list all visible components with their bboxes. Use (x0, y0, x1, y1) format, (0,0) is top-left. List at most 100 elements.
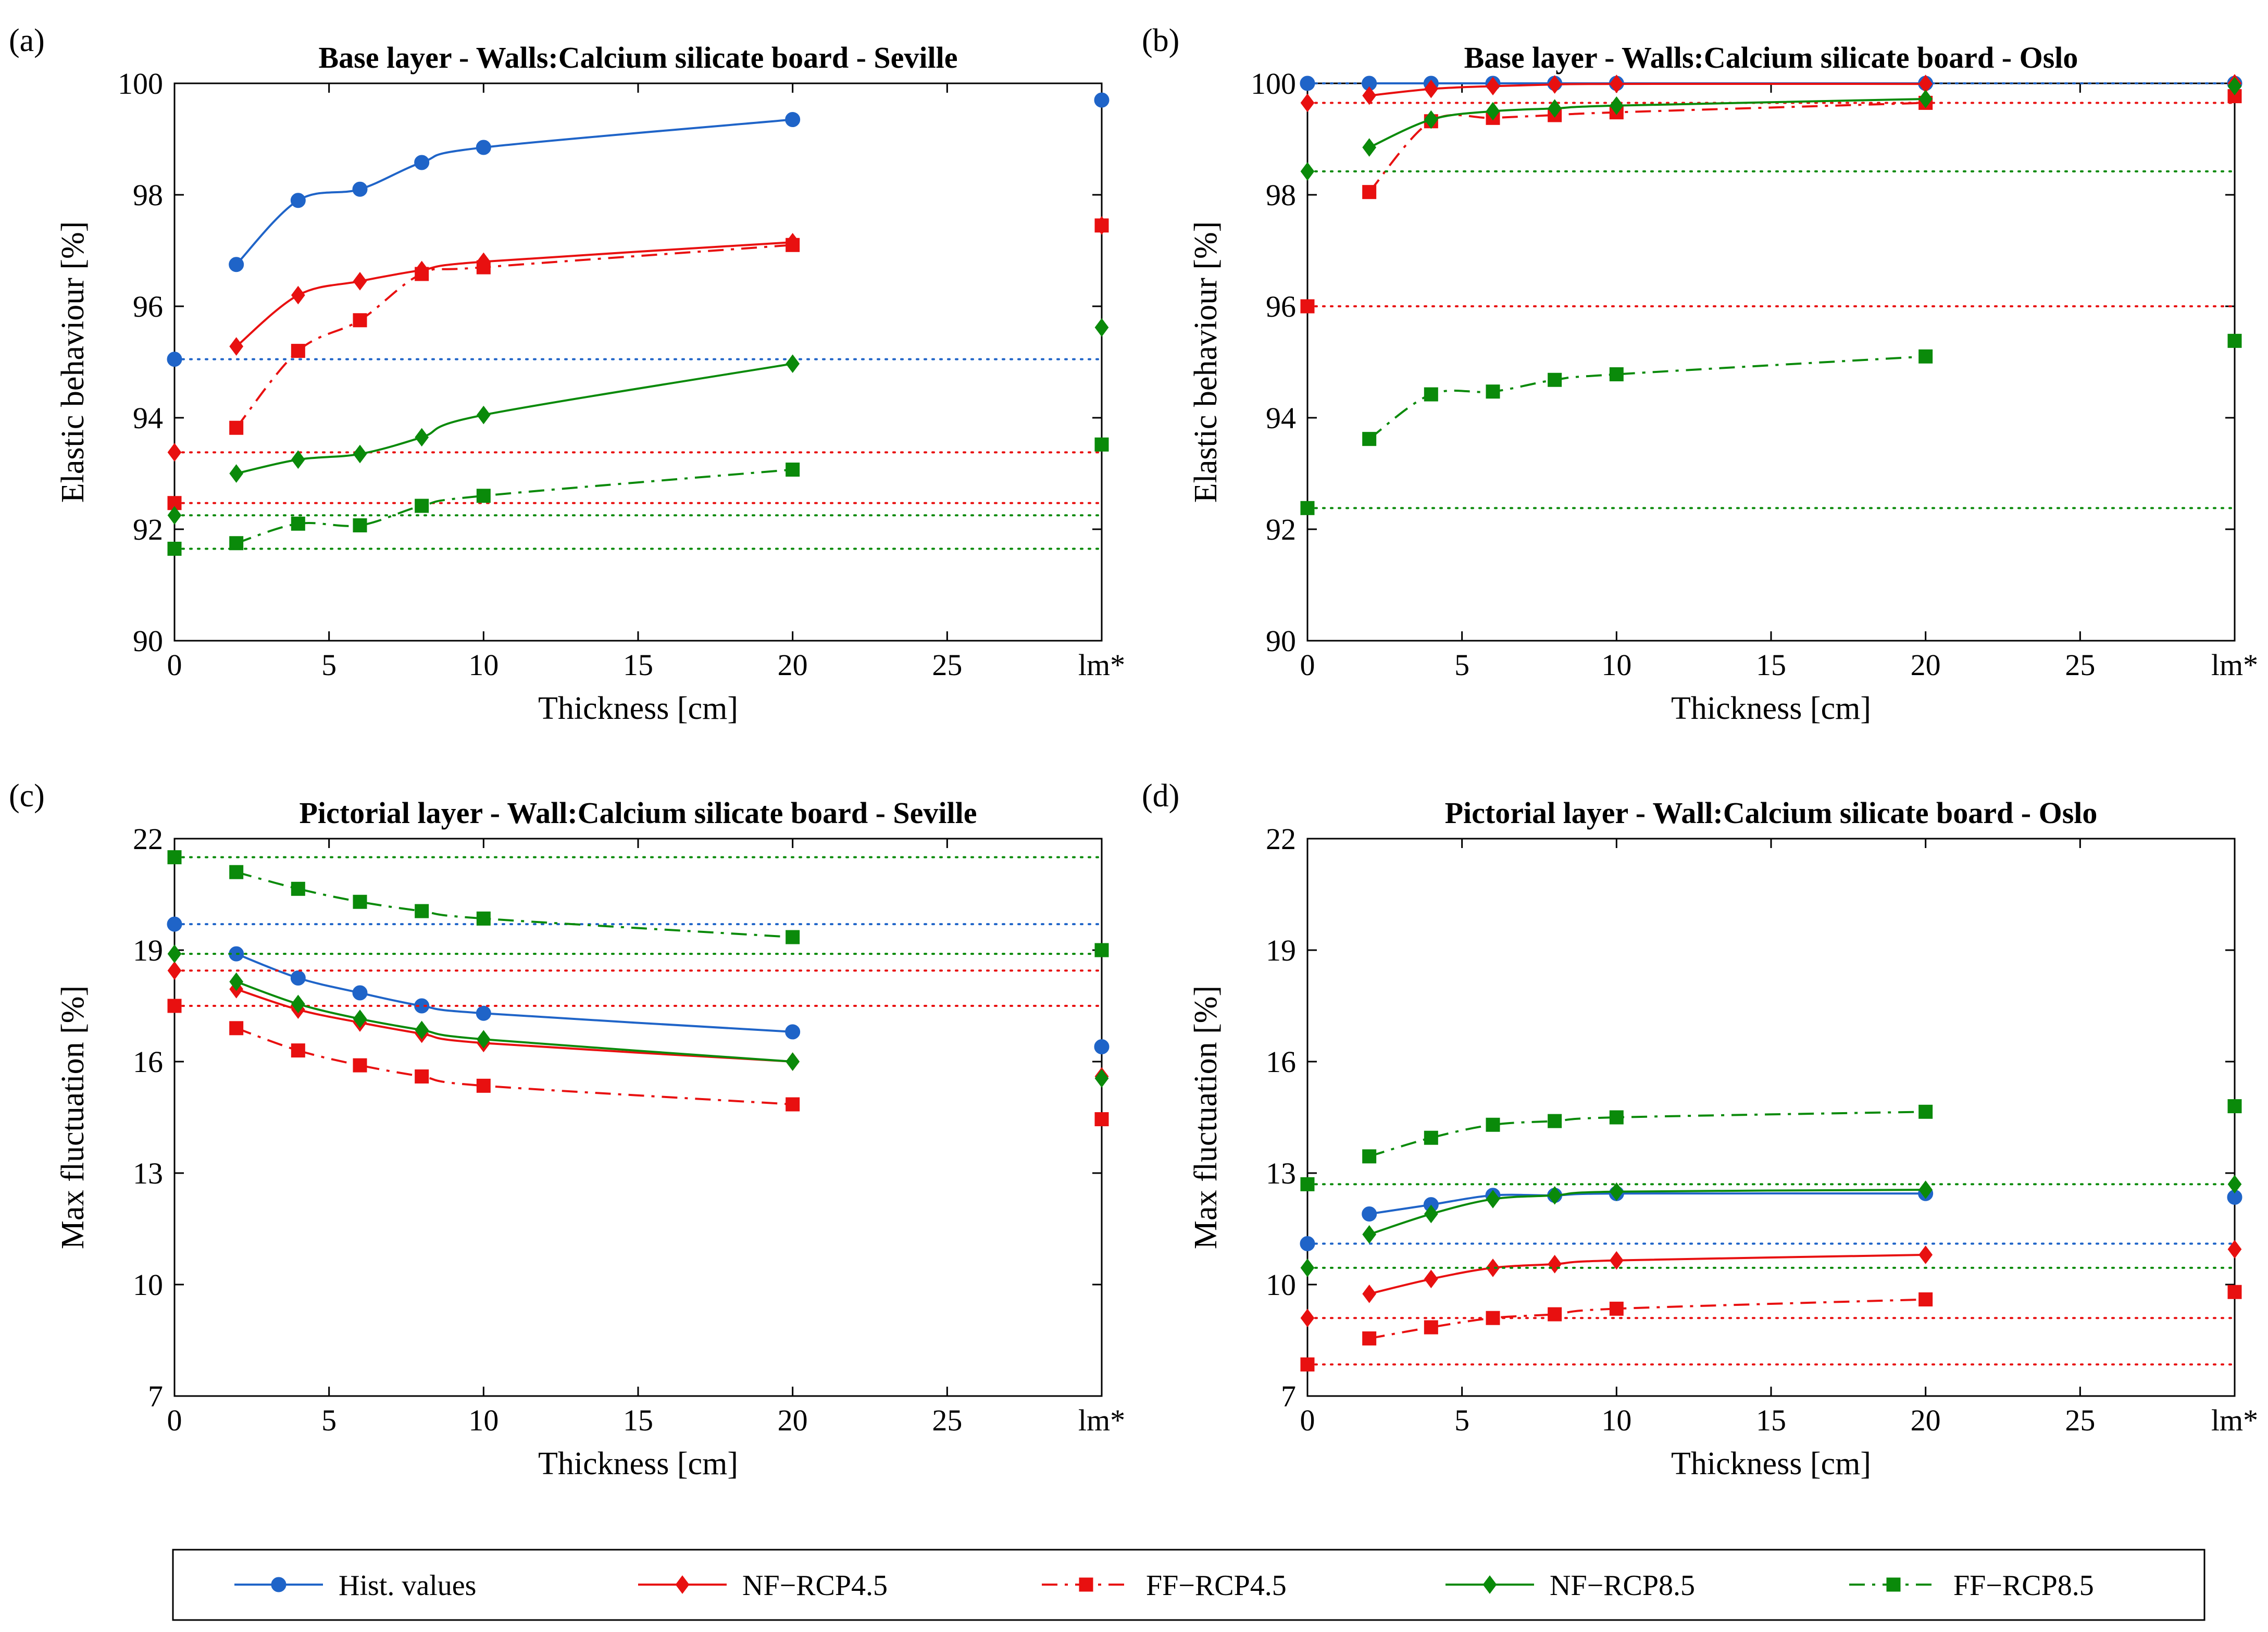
x-tick-label: 25 (932, 648, 962, 682)
panel-c: 0 5 10 15 20 25 lm* 7 10 13 16 19 22 Pictorial layer … (9, 778, 1125, 1481)
lm-point-ff-rcp4-5 (1094, 1112, 1109, 1127)
panel-d: 0 5 10 15 20 25 lm* 7 10 13 16 19 22 Pictorial layer … (1142, 778, 2258, 1481)
legend-box (172, 1549, 2205, 1621)
y-tick-label: 16 (1266, 1045, 1296, 1079)
y-axis-label: Max fluctuation [%] (55, 986, 91, 1249)
data-point-ff-rcp8-5 (1486, 1117, 1500, 1132)
y-tick-label: 19 (133, 933, 163, 967)
panel-title: Pictorial layer - Wall:Calcium silicate … (299, 796, 977, 830)
series-group (167, 92, 1110, 556)
x-axis-label: Thickness [cm] (538, 691, 738, 726)
data-point-nf-rcp8-5 (1548, 1186, 1562, 1205)
data-point-nf-rcp8-5 (1486, 1190, 1500, 1209)
x-tick-label: 5 (1454, 1403, 1469, 1437)
data-point-nf-rcp4-5 (353, 272, 367, 291)
baseline-point-ff-rcp4-5 (167, 999, 182, 1013)
x-tick-label: 10 (1601, 1403, 1631, 1437)
panel-b: 0 5 10 15 20 25 lm* 90 92 94 96 98 100 Base layer - W… (1142, 23, 2258, 726)
y-tick-label: 10 (1266, 1268, 1296, 1302)
data-point-ff-rcp4-5 (415, 267, 429, 281)
lm-point-ff-rcp8-5 (2227, 1099, 2242, 1114)
lm-point-ff-rcp8-5 (1094, 943, 1109, 957)
legend-label: NF−RCP4.5 (742, 1569, 888, 1602)
legend-label: FF−RCP8.5 (1953, 1569, 2094, 1602)
data-point-nf-rcp4-5 (1424, 1269, 1438, 1289)
data-point-nf-rcp8-5 (353, 1010, 367, 1028)
lm-point-ff-rcp8-5 (1094, 437, 1109, 452)
data-point-ff-rcp8-5 (1548, 372, 1562, 387)
data-point-ff-rcp8-5 (1424, 387, 1438, 402)
lm-point-nf-rcp8-5 (2227, 1175, 2242, 1194)
x-axis-label: Thickness [cm] (1671, 1446, 1871, 1481)
data-point-ff-rcp4-5 (1609, 1301, 1624, 1316)
series-line-ff-rcp4-5 (235, 1027, 793, 1106)
data-point-hist-values (785, 1024, 801, 1040)
data-point-nf-rcp8-5 (476, 1030, 491, 1049)
x-tick-label: 20 (1911, 648, 1941, 682)
data-point-ff-rcp4-5 (786, 1097, 800, 1112)
legend-label: NF−RCP8.5 (1550, 1569, 1695, 1602)
data-point-nf-rcp8-5 (476, 405, 491, 425)
legend: Hist. values NF−RCP4.5 FF−RCP4.5 NF−RCP8.5 F… (172, 1549, 2205, 1621)
x-tick-label: 0 (1300, 648, 1315, 682)
y-tick-label: 7 (1281, 1379, 1296, 1413)
data-point-nf-rcp8-5 (415, 1020, 429, 1040)
data-point-hist-values (1362, 1206, 1377, 1222)
x-tick-label: lm* (2211, 1403, 2258, 1437)
data-point-hist-values (290, 193, 306, 208)
data-point-nf-rcp8-5 (1424, 110, 1438, 129)
data-point-nf-rcp8-5 (415, 428, 429, 447)
data-point-hist-values (476, 140, 491, 155)
data-point-nf-rcp8-5 (1918, 90, 1933, 108)
y-tick-label: 92 (1266, 513, 1296, 546)
y-tick-label: 96 (1266, 290, 1296, 323)
x-tick-label: 25 (2065, 1403, 2095, 1437)
baseline-point-ff-rcp8-5 (1300, 501, 1315, 515)
data-point-nf-rcp4-5 (1918, 1245, 1933, 1264)
baseline-point-nf-rcp4-5 (1300, 93, 1315, 113)
lm-point-nf-rcp8-5 (2227, 77, 2242, 96)
data-point-ff-rcp8-5 (1918, 349, 1933, 364)
data-point-ff-rcp8-5 (291, 516, 305, 531)
baseline-point-hist-values (167, 352, 182, 367)
data-point-hist-values (352, 181, 368, 197)
data-point-ff-rcp8-5 (415, 499, 429, 513)
data-point-ff-rcp4-5 (1918, 1292, 1933, 1307)
data-point-ff-rcp4-5 (291, 344, 305, 358)
data-point-nf-rcp8-5 (786, 1052, 800, 1071)
y-tick-label: 19 (1266, 933, 1296, 967)
y-tick-label: 22 (1266, 822, 1296, 856)
x-tick-label: lm* (1078, 1403, 1125, 1437)
data-point-hist-values (785, 112, 801, 128)
x-axis-label: Thickness [cm] (1671, 691, 1871, 726)
x-tick-label: 5 (1454, 648, 1469, 682)
baseline-point-nf-rcp8-5 (1300, 1259, 1315, 1277)
y-tick-label: 98 (1266, 178, 1296, 212)
x-tick-label: 20 (778, 1403, 808, 1437)
y-tick-label: 13 (1266, 1156, 1296, 1190)
data-point-nf-rcp4-5 (229, 337, 244, 356)
x-tick-label: 10 (468, 1403, 499, 1437)
legend-item-nf-rcp8-5: NF−RCP8.5 (1445, 1569, 1695, 1602)
x-tick-label: 15 (623, 1403, 653, 1437)
data-point-nf-rcp8-5 (1609, 96, 1624, 115)
data-point-ff-rcp8-5 (353, 518, 367, 533)
baseline-point-nf-rcp8-5 (1300, 162, 1315, 181)
panel-a: 0 5 10 15 20 25 lm* 90 92 94 96 98 100 Base layer - W… (9, 23, 1125, 726)
data-point-ff-rcp8-5 (1609, 367, 1624, 382)
data-point-nf-rcp8-5 (229, 464, 244, 483)
panel-title: Pictorial layer - Wall:Calcium silicate … (1445, 796, 2098, 830)
y-tick-label: 96 (133, 290, 163, 323)
y-tick-label: 100 (1251, 67, 1296, 101)
x-tick-label: 10 (468, 648, 499, 682)
data-point-ff-rcp8-5 (1486, 384, 1500, 399)
legend-marker (1079, 1577, 1093, 1592)
data-point-nf-rcp4-5 (1548, 75, 1562, 94)
panel-title: Base layer - Walls:Calcium silicate boar… (1464, 41, 2078, 74)
lm-point-ff-rcp4-5 (1094, 218, 1109, 233)
baseline-point-nf-rcp8-5 (167, 506, 182, 525)
legend-marker (1482, 1575, 1497, 1594)
x-tick-label: 20 (1911, 1403, 1941, 1437)
y-axis-label: Elastic behaviour [%] (55, 221, 91, 503)
data-point-nf-rcp8-5 (1609, 1182, 1624, 1201)
